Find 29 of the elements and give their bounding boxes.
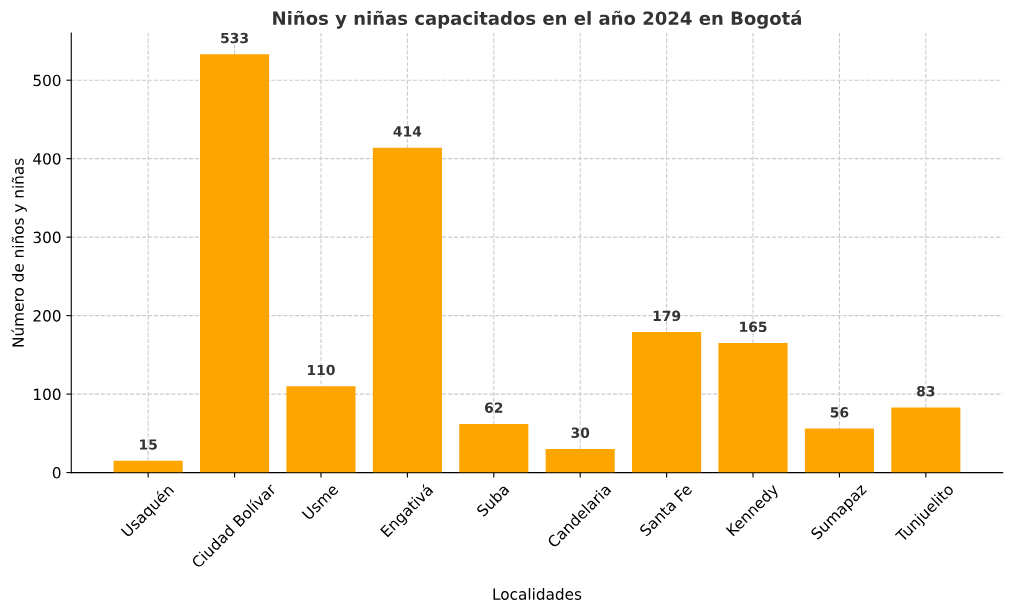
bar (632, 332, 702, 473)
data-label: 56 (830, 407, 849, 418)
bar (891, 407, 961, 473)
data-label: 15 (140, 439, 157, 450)
bar (718, 343, 788, 473)
y-tick-label: 100 (34, 388, 61, 401)
data-label: 414 (393, 126, 422, 137)
y-axis-title: Número de niños y niñas (11, 158, 27, 347)
bar (545, 449, 615, 473)
data-label: 62 (484, 402, 503, 413)
data-label: 165 (740, 321, 767, 333)
chart-title: Niños y niñas capacitados en el año 2024 en Bogotá (273, 10, 802, 29)
y-tick-label: 500 (33, 74, 61, 87)
y-tick-label: 0 (52, 467, 61, 479)
y-tick-label: 300 (33, 231, 61, 244)
bar (113, 460, 183, 473)
data-label: 83 (917, 385, 935, 397)
bar (200, 54, 270, 473)
data-label: 30 (571, 427, 590, 438)
bar (804, 428, 874, 473)
y-tick-label: 200 (33, 310, 61, 322)
bar (372, 147, 442, 473)
bar (459, 423, 529, 473)
y-tick-label: 400 (33, 153, 61, 165)
data-label: 533 (221, 32, 248, 44)
x-axis-title: Localidades (493, 588, 582, 600)
data-label: 110 (308, 364, 335, 376)
bar (286, 386, 356, 473)
data-label: 179 (653, 310, 681, 322)
